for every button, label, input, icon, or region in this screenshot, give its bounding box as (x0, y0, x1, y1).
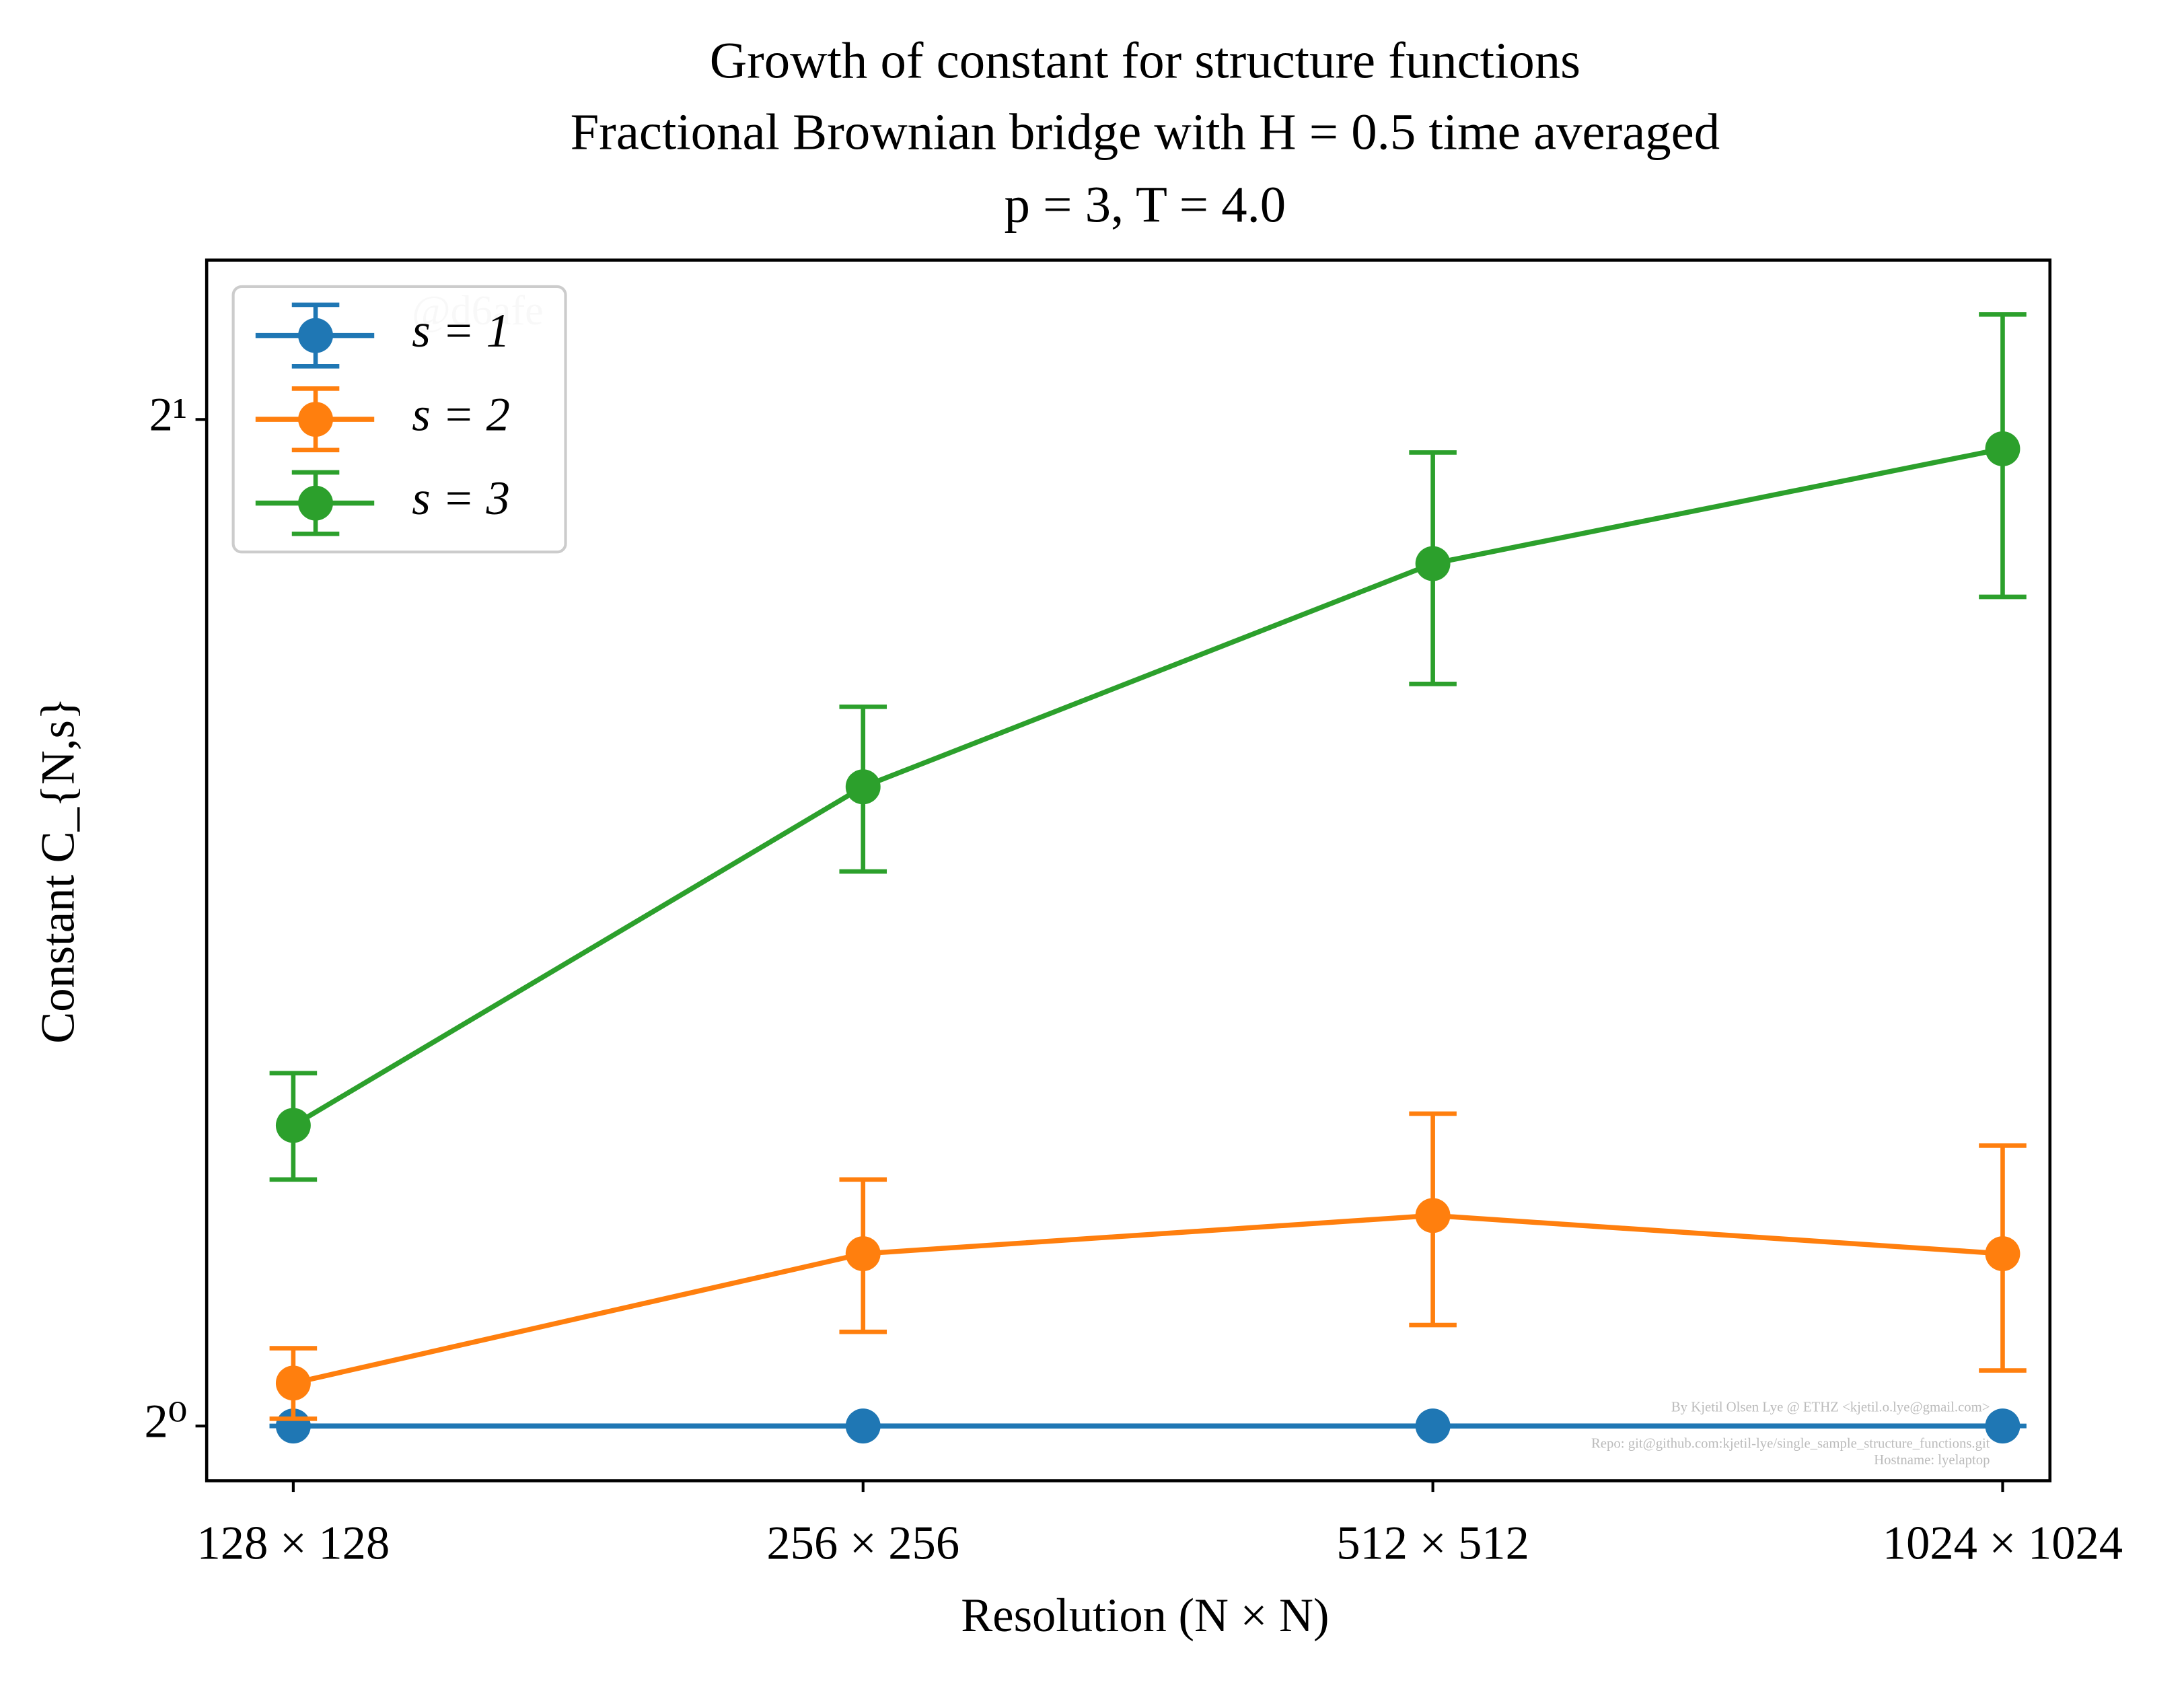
footer-note: Hostname: lyelaptop (1874, 1453, 1990, 1468)
y-tick-label: 2¹ (149, 389, 187, 441)
chart-title: Growth of constant for structure functio… (710, 32, 1580, 89)
legend-label: s = 2 (412, 388, 510, 441)
x-tick-label: 1024 × 1024 (1883, 1517, 2123, 1569)
chart-title: Fractional Brownian bridge with H = 0.5 … (571, 104, 1720, 161)
marker (845, 769, 881, 805)
chart-title: p = 3, T = 4.0 (1005, 176, 1286, 233)
marker (845, 1236, 881, 1271)
marker (845, 1408, 881, 1444)
marker (275, 1108, 311, 1143)
x-tick-label: 256 × 256 (766, 1517, 959, 1569)
series-line (291, 446, 2004, 1128)
marker (1985, 1236, 2021, 1271)
marker (1985, 1408, 2021, 1444)
x-tick-label: 512 × 512 (1336, 1517, 1529, 1569)
footer-note: Repo: git@github.com:kjetil-lye/single_s… (1591, 1436, 1990, 1451)
legend-marker (298, 402, 333, 437)
marker (1415, 546, 1451, 581)
plot-frame (205, 258, 2052, 1482)
legend-label: s = 1 (412, 305, 510, 357)
x-axis-label: Resolution (N × N) (961, 1589, 1329, 1642)
y-axis-label: Constant C_{N,s} (32, 697, 85, 1044)
marker (1985, 431, 2021, 466)
y-tick-label: 2⁰ (145, 1395, 188, 1447)
legend-marker (298, 485, 333, 521)
marker (275, 1365, 311, 1401)
marker (1415, 1408, 1451, 1444)
x-tick-label: 128 × 128 (197, 1517, 390, 1569)
legend-label: s = 3 (412, 472, 510, 525)
series-line (293, 1213, 2003, 1386)
marker (1415, 1198, 1451, 1233)
legend-marker (298, 318, 333, 353)
footer-note: By Kjetil Olsen Lye @ ETHZ <kjetil.o.lye… (1671, 1400, 1990, 1414)
